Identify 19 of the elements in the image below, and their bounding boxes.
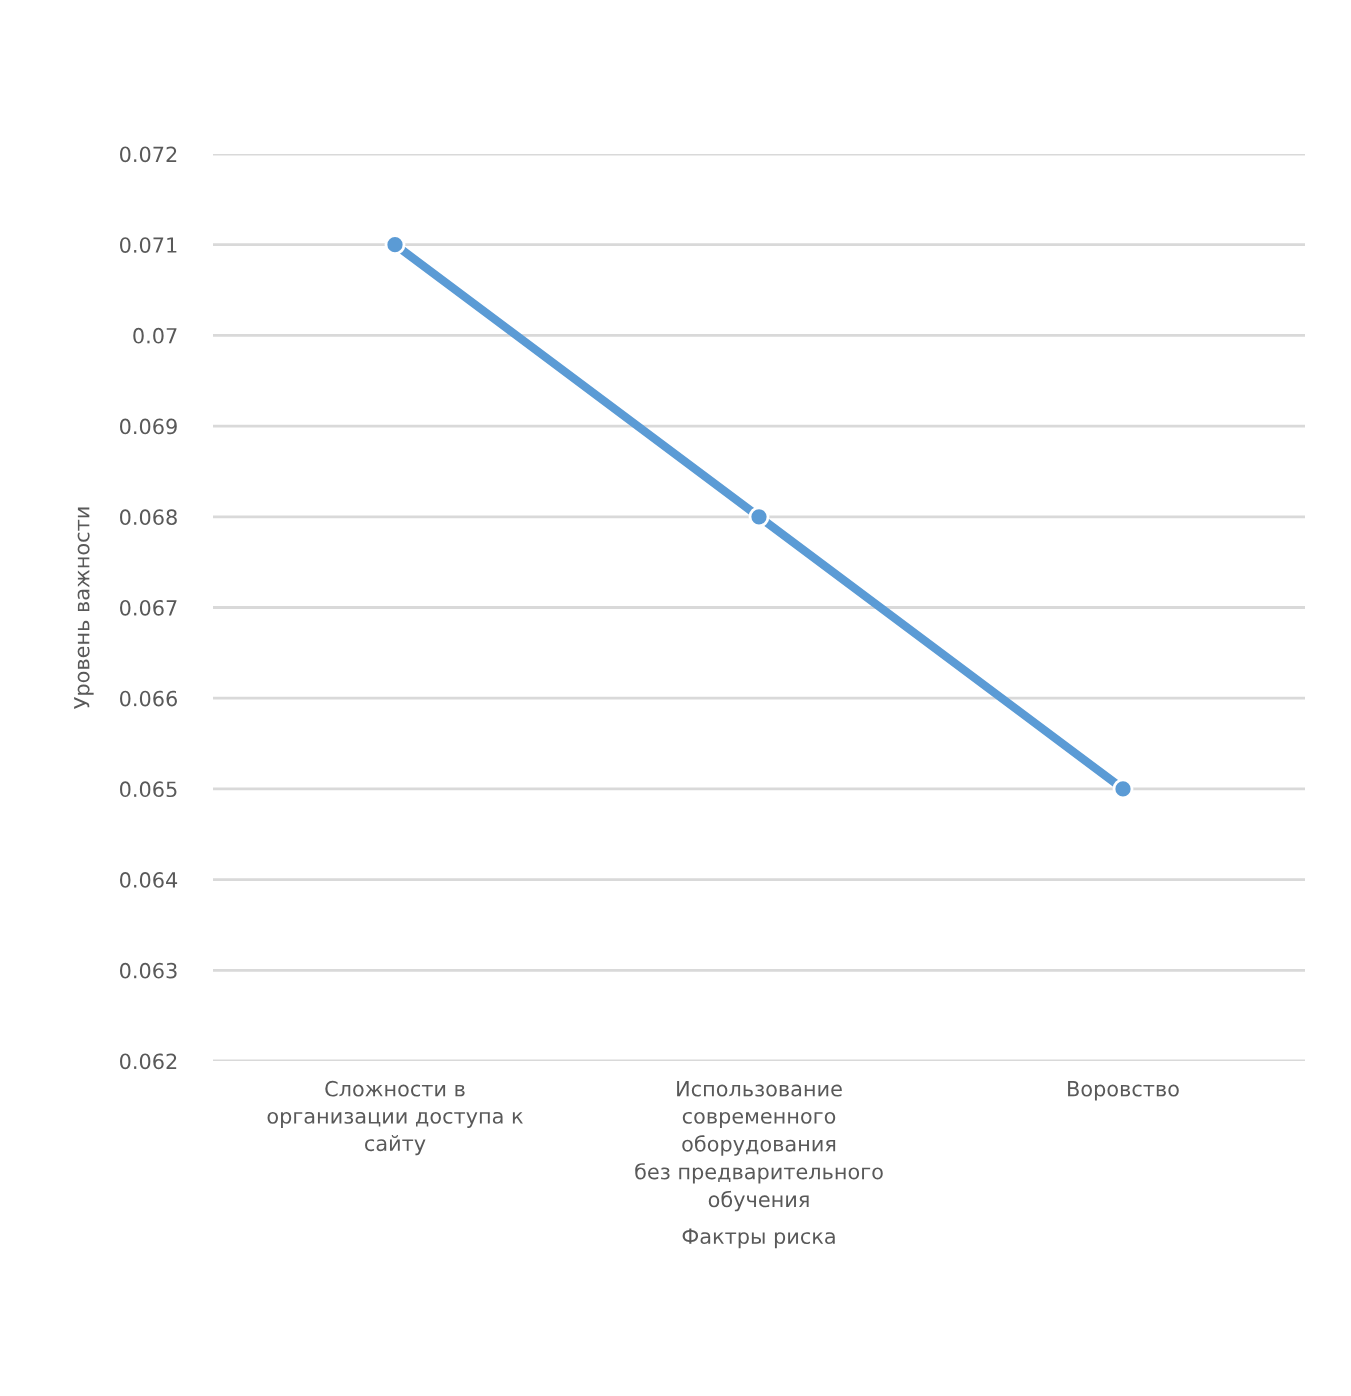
y-tick-label: 0.068 — [120, 509, 177, 526]
x-tick-label: Использование современного оборудования без предварительного обучения — [635, 1081, 883, 1212]
x-tick-label: Сложности в организации доступа к сайту — [267, 1080, 523, 1156]
y-tick-label: 0.063 — [120, 962, 177, 979]
x-axis-title: Фактры риска — [682, 1228, 835, 1249]
point — [384, 234, 406, 256]
y-tick-label: 0.065 — [120, 781, 177, 798]
y-tick-label: 0.069 — [120, 418, 177, 435]
point — [748, 506, 770, 528]
y-tick-label: 0.064 — [120, 872, 178, 888]
y-tick-label: 0.062 — [120, 1053, 177, 1070]
point — [1112, 778, 1134, 800]
y-axis-title: Уровень важности — [74, 507, 94, 709]
x-tick-label: Воровство — [1068, 1081, 1179, 1101]
y-tick-label: 0.067 — [120, 599, 177, 616]
y-tick-label: 0.071 — [120, 237, 177, 253]
y-tick-label: 0.072 — [120, 146, 177, 163]
y-tick-label: 0.066 — [120, 690, 177, 707]
y-tick-label: 0.07 — [133, 327, 177, 344]
